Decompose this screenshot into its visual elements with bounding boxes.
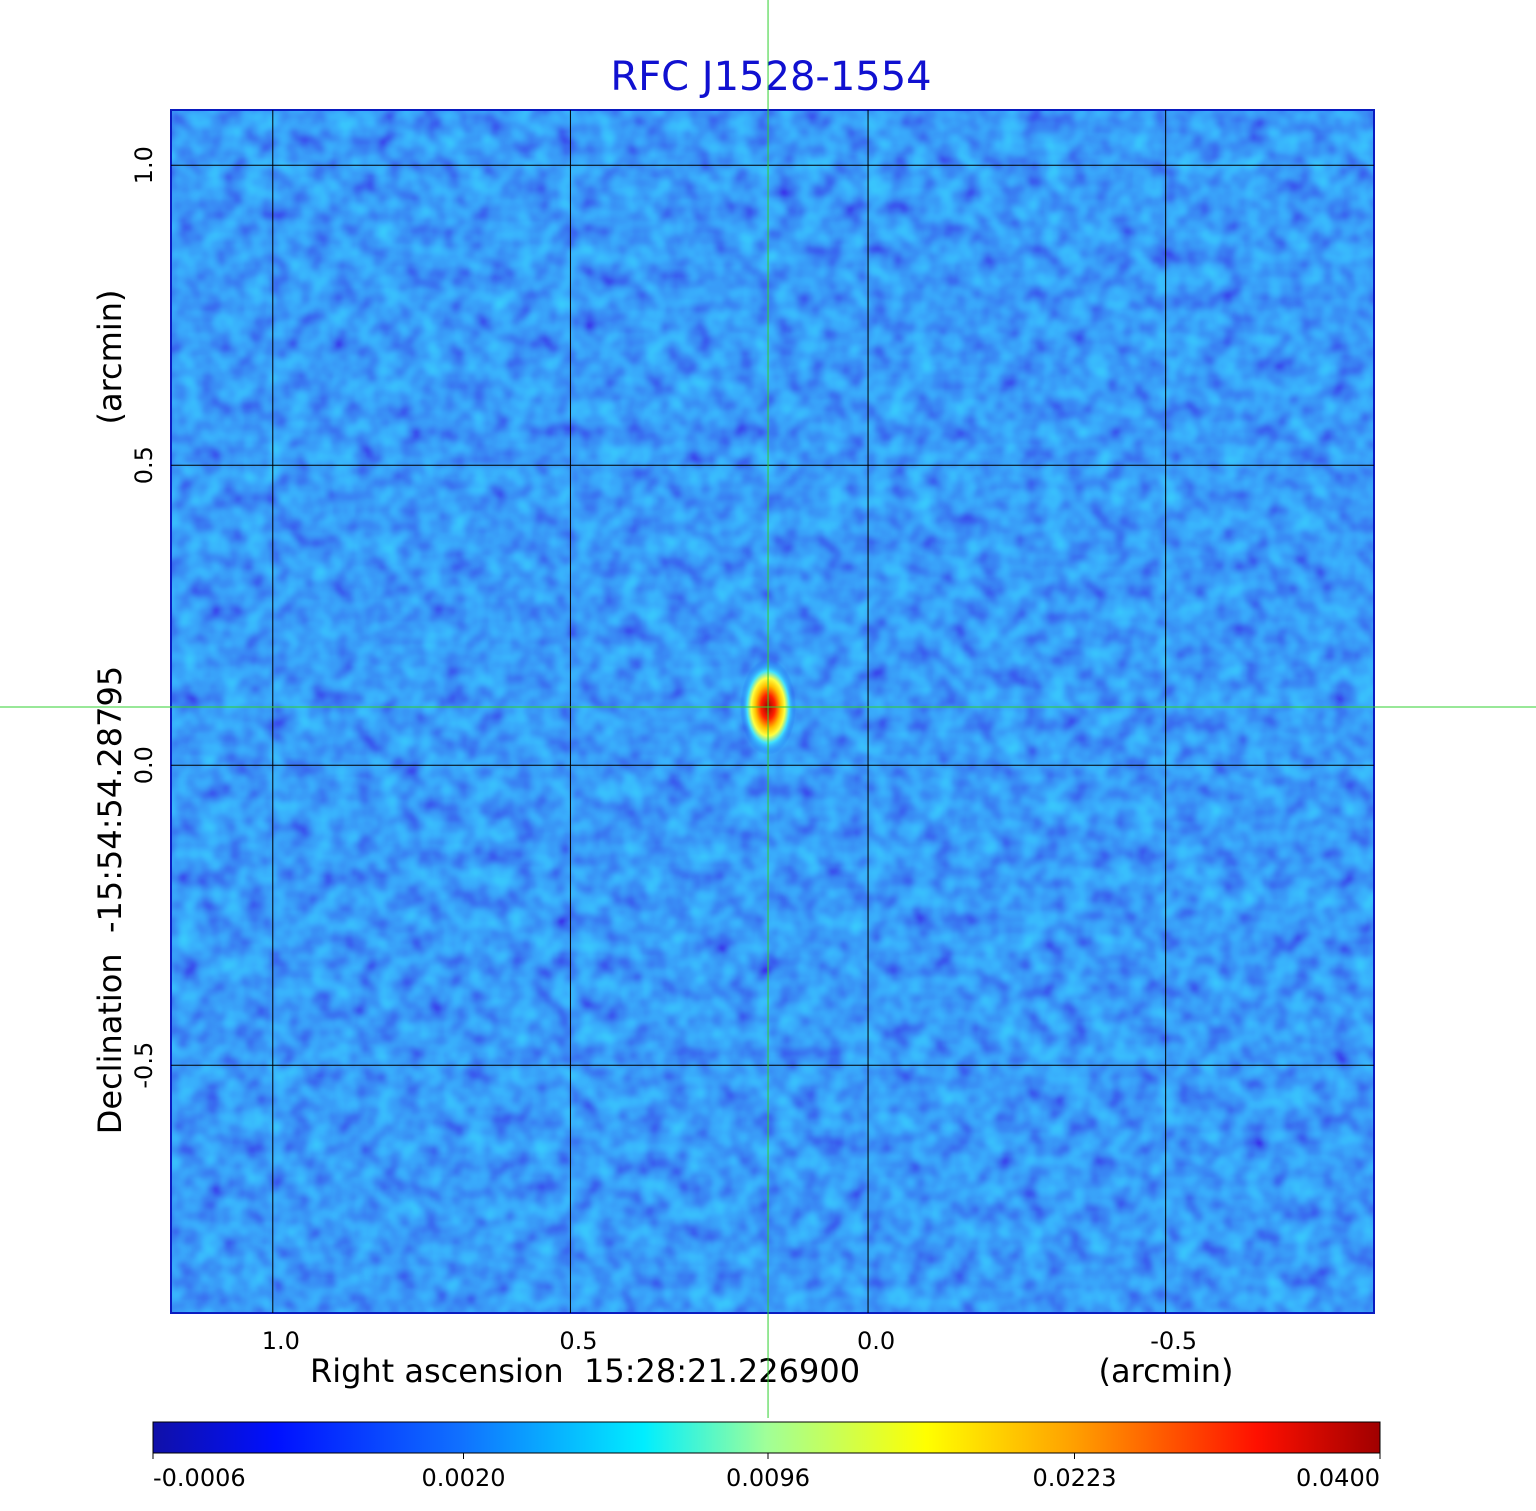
y-axis-unit: (arcmin)	[91, 290, 129, 425]
plot-frame	[170, 109, 1375, 1314]
chart-title: RFC J1528-1554	[610, 54, 931, 100]
y-tick-label: 0.0	[130, 746, 158, 784]
colorbar	[152, 1421, 1381, 1454]
colorbar-tick-label: -0.0006	[153, 1464, 246, 1492]
x-tick-label: 1.0	[262, 1327, 300, 1355]
y-tick-label: 1.0	[130, 146, 158, 184]
colorbar-tick-label: 0.0020	[422, 1464, 506, 1492]
y-tick-label: -0.5	[130, 1042, 158, 1089]
y-tick-label: 0.5	[130, 446, 158, 484]
colorbar-tick-label: 0.0223	[1033, 1464, 1117, 1492]
x-axis-unit: (arcmin)	[1099, 1352, 1234, 1390]
x-axis-label: Right ascension 15:28:21.226900	[310, 1352, 860, 1390]
x-tick-label: 0.0	[857, 1327, 895, 1355]
x-tick-label: 0.5	[559, 1327, 597, 1355]
colorbar-tick-label: 0.0400	[1296, 1464, 1380, 1492]
y-axis-label: Declination -15:54:54.28795	[91, 666, 129, 1134]
x-tick-label: -0.5	[1150, 1327, 1197, 1355]
colorbar-tick-label: 0.0096	[726, 1464, 810, 1492]
